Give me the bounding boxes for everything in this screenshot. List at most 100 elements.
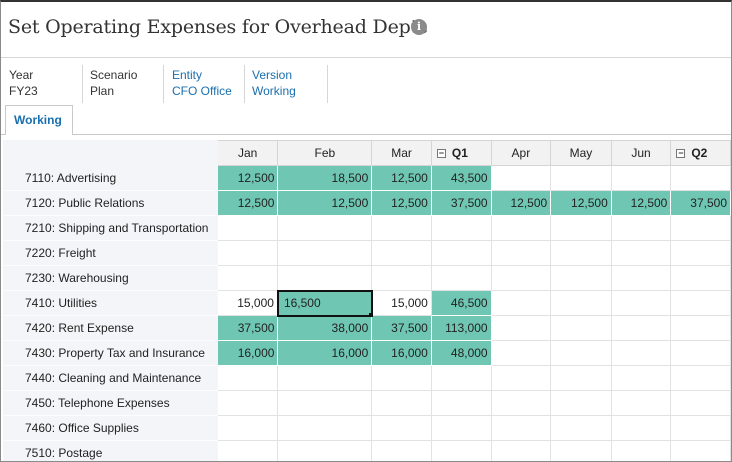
grid-cell[interactable] bbox=[430, 215, 492, 241]
grid-cell[interactable] bbox=[277, 240, 373, 266]
grid-cell[interactable] bbox=[490, 340, 552, 366]
pov-version[interactable]: Version Working bbox=[244, 65, 328, 103]
grid-cell[interactable]: 12,500 bbox=[610, 190, 672, 216]
grid-cell[interactable]: 46,500 bbox=[430, 290, 492, 316]
grid-cell[interactable]: 12,500 bbox=[216, 165, 279, 191]
grid-cell[interactable] bbox=[490, 265, 552, 291]
grid-cell[interactable] bbox=[670, 315, 731, 341]
grid-cell[interactable]: 37,500 bbox=[371, 315, 432, 341]
grid-cell[interactable] bbox=[371, 365, 432, 391]
grid-cell[interactable] bbox=[490, 440, 552, 461]
grid-cell[interactable] bbox=[550, 390, 612, 416]
grid-cell[interactable] bbox=[216, 415, 279, 441]
grid-cell[interactable] bbox=[670, 390, 731, 416]
grid-cell[interactable]: 12,500 bbox=[371, 165, 432, 191]
grid-cell[interactable] bbox=[550, 340, 612, 366]
grid-cell[interactable]: 43,500 bbox=[430, 165, 492, 191]
collapse-icon[interactable]: − bbox=[436, 148, 446, 158]
grid-cell[interactable]: 48,000 bbox=[430, 340, 492, 366]
grid-cell[interactable] bbox=[216, 215, 279, 241]
grid-cell[interactable] bbox=[670, 340, 731, 366]
column-header-q1[interactable]: − Q1 bbox=[430, 140, 492, 166]
grid-cell[interactable] bbox=[430, 240, 492, 266]
grid-cell[interactable]: 113,000 bbox=[430, 315, 492, 341]
grid-cell[interactable]: 12,500 bbox=[216, 190, 279, 216]
grid-cell[interactable] bbox=[610, 240, 672, 266]
grid-cell[interactable] bbox=[670, 215, 731, 241]
grid-cell[interactable]: 15,000 bbox=[371, 290, 432, 316]
grid-cell[interactable] bbox=[670, 290, 731, 316]
pov-version-value[interactable]: Working bbox=[252, 84, 296, 98]
grid-cell[interactable]: 12,500 bbox=[277, 190, 373, 216]
grid-cell[interactable] bbox=[277, 415, 373, 441]
grid-cell[interactable]: 16,000 bbox=[216, 340, 279, 366]
grid-cell[interactable]: 37,500 bbox=[670, 190, 731, 216]
pov-entity[interactable]: Entity CFO Office bbox=[164, 65, 245, 103]
grid-cell[interactable] bbox=[610, 215, 672, 241]
grid-cell[interactable] bbox=[610, 340, 672, 366]
pov-version-label[interactable]: Version bbox=[252, 68, 293, 82]
grid-cell[interactable] bbox=[550, 290, 612, 316]
tab-working[interactable]: Working bbox=[5, 105, 73, 135]
info-icon[interactable]: i bbox=[411, 19, 427, 35]
grid-cell[interactable] bbox=[670, 440, 731, 461]
grid-cell[interactable] bbox=[610, 265, 672, 291]
grid-cell[interactable]: 15,000 bbox=[216, 290, 279, 316]
grid-cell[interactable] bbox=[277, 365, 373, 391]
grid-cell[interactable] bbox=[371, 265, 432, 291]
grid-cell[interactable] bbox=[371, 415, 432, 441]
grid-cell[interactable] bbox=[610, 165, 672, 191]
grid-cell[interactable] bbox=[216, 265, 279, 291]
grid-cell[interactable] bbox=[550, 365, 612, 391]
grid-cell[interactable] bbox=[490, 315, 552, 341]
grid-cell[interactable]: 38,000 bbox=[277, 315, 373, 341]
selected-cell[interactable]: 16,500 bbox=[276, 289, 373, 317]
grid-cell[interactable] bbox=[550, 415, 612, 441]
grid-cell[interactable] bbox=[277, 440, 373, 461]
grid-cell[interactable]: 16,000 bbox=[371, 340, 432, 366]
grid-cell[interactable] bbox=[490, 365, 552, 391]
grid-cell[interactable] bbox=[550, 215, 612, 241]
collapse-icon[interactable]: − bbox=[676, 148, 686, 158]
grid-cell[interactable] bbox=[670, 415, 731, 441]
grid-cell[interactable] bbox=[610, 415, 672, 441]
grid-cell[interactable]: 37,500 bbox=[216, 315, 279, 341]
grid-cell[interactable] bbox=[277, 390, 373, 416]
grid-cell[interactable] bbox=[490, 165, 552, 191]
grid-cell[interactable]: 18,500 bbox=[277, 165, 373, 191]
grid-cell[interactable] bbox=[550, 165, 612, 191]
grid-cell[interactable] bbox=[550, 315, 612, 341]
grid-cell[interactable] bbox=[216, 440, 279, 461]
grid-cell[interactable] bbox=[670, 240, 731, 266]
grid-cell[interactable] bbox=[216, 365, 279, 391]
grid-cell[interactable] bbox=[550, 240, 612, 266]
grid-cell[interactable] bbox=[371, 240, 432, 266]
grid-cell[interactable] bbox=[430, 440, 492, 461]
grid-cell[interactable] bbox=[550, 440, 612, 461]
grid-cell[interactable] bbox=[610, 315, 672, 341]
grid-cell[interactable] bbox=[610, 290, 672, 316]
grid-cell[interactable] bbox=[277, 215, 373, 241]
grid-cell[interactable] bbox=[216, 240, 279, 266]
grid-cell[interactable] bbox=[490, 290, 552, 316]
grid-cell[interactable] bbox=[610, 440, 672, 461]
grid-cell[interactable] bbox=[610, 365, 672, 391]
grid-cell[interactable] bbox=[490, 240, 552, 266]
pov-entity-label[interactable]: Entity bbox=[172, 68, 203, 82]
grid-cell[interactable] bbox=[490, 415, 552, 441]
grid-cell[interactable] bbox=[371, 390, 432, 416]
grid-cell[interactable] bbox=[430, 390, 492, 416]
pov-entity-value[interactable]: CFO Office bbox=[172, 84, 232, 98]
grid-cell[interactable] bbox=[371, 215, 432, 241]
column-header-q2[interactable]: − Q2 bbox=[670, 140, 731, 166]
grid-cell[interactable] bbox=[277, 265, 373, 291]
grid-cell[interactable] bbox=[371, 440, 432, 461]
grid-cell[interactable] bbox=[490, 215, 552, 241]
grid-cell[interactable]: 16,000 bbox=[277, 340, 373, 366]
grid-cell[interactable]: 12,500 bbox=[371, 190, 432, 216]
fill-handle[interactable] bbox=[368, 312, 370, 314]
grid-cell[interactable]: 12,500 bbox=[550, 190, 612, 216]
grid-cell[interactable] bbox=[490, 390, 552, 416]
grid-cell[interactable] bbox=[430, 365, 492, 391]
grid-cell[interactable] bbox=[670, 165, 731, 191]
